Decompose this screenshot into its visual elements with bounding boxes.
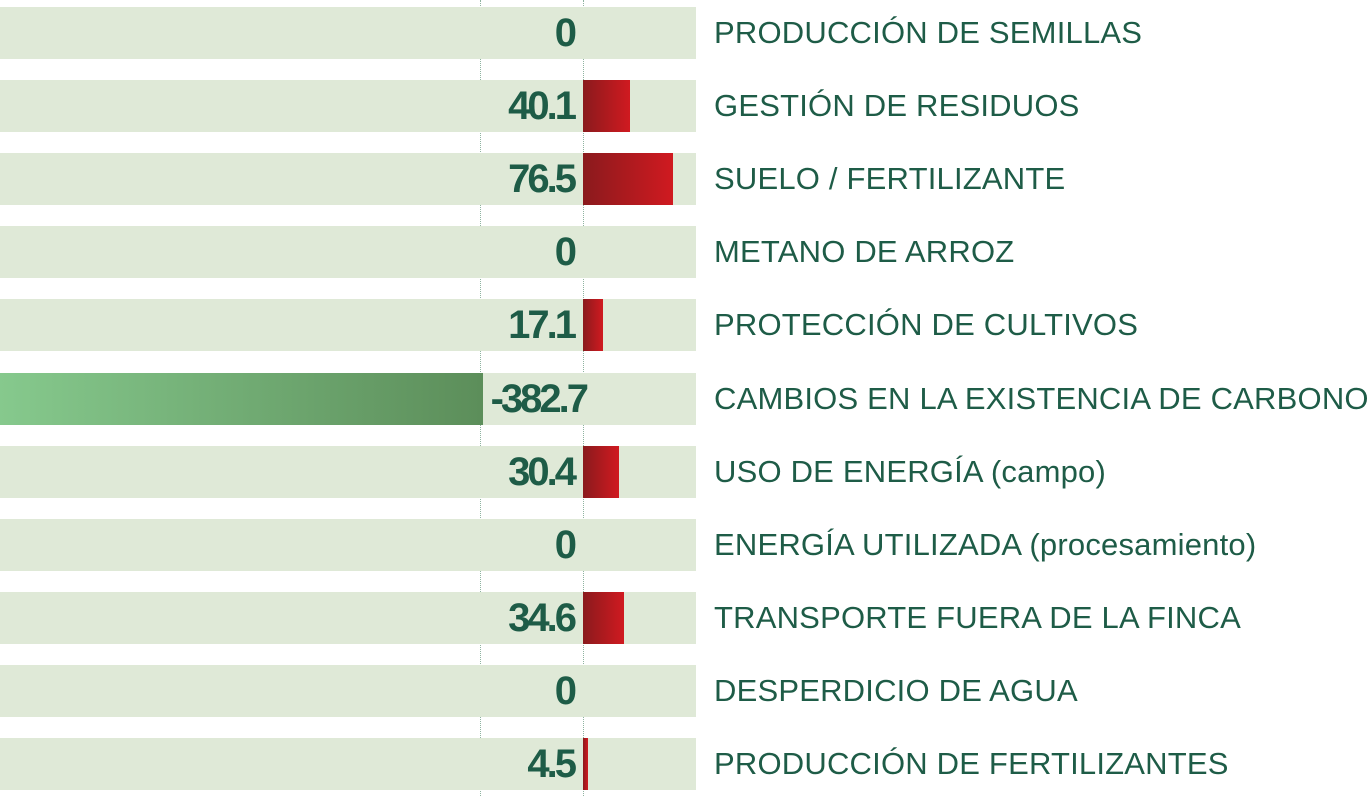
data-label: 0 — [554, 523, 577, 567]
category-label: METANO DE ARROZ — [714, 234, 1015, 269]
chart-row-background — [0, 665, 696, 717]
data-label: 0 — [554, 230, 577, 274]
category-label: PRODUCCIÓN DE SEMILLAS — [714, 15, 1143, 50]
data-label: 76.5 — [508, 157, 577, 201]
category-label: GESTIÓN DE RESIDUOS — [714, 88, 1080, 123]
chart-row-background — [0, 592, 696, 644]
data-label: 4.5 — [527, 742, 577, 786]
chart-row-background — [0, 519, 696, 571]
bar-10 — [583, 738, 589, 790]
bar-8 — [583, 592, 624, 644]
bar-4 — [583, 299, 604, 351]
data-label: 34.6 — [508, 596, 577, 640]
category-label: USO DE ENERGÍA (campo) — [714, 454, 1106, 489]
chart-row-background — [0, 738, 696, 790]
category-label: SUELO / FERTILIZANTE — [714, 161, 1066, 196]
bar-1 — [583, 80, 631, 132]
category-label: PRODUCCIÓN DE FERTILIZANTES — [714, 746, 1229, 781]
chart-row-background — [0, 153, 696, 205]
bar-6 — [583, 446, 619, 498]
data-label: 30.4 — [508, 450, 577, 494]
data-label: 17.1 — [508, 303, 577, 347]
bar-5 — [0, 373, 483, 425]
data-label: 0 — [554, 11, 577, 55]
data-label: 0 — [554, 669, 577, 713]
category-label: TRANSPORTE FUERA DE LA FINCA — [714, 600, 1241, 635]
chart-row-background — [0, 80, 696, 132]
category-label: DESPERDICIO DE AGUA — [714, 673, 1078, 708]
category-label: ENERGÍA UTILIZADA (procesamiento) — [714, 527, 1257, 562]
category-label: CAMBIOS EN LA EXISTENCIA DE CARBONO — [714, 381, 1368, 416]
chart-row-background — [0, 446, 696, 498]
data-label: -382.7 — [490, 377, 589, 421]
category-label: PROTECCIÓN DE CULTIVOS — [714, 307, 1139, 342]
data-label: 40.1 — [508, 84, 577, 128]
chart-row-background — [0, 7, 696, 59]
chart-row-background — [0, 226, 696, 278]
bar-2 — [583, 153, 674, 205]
chart-row-background — [0, 299, 696, 351]
